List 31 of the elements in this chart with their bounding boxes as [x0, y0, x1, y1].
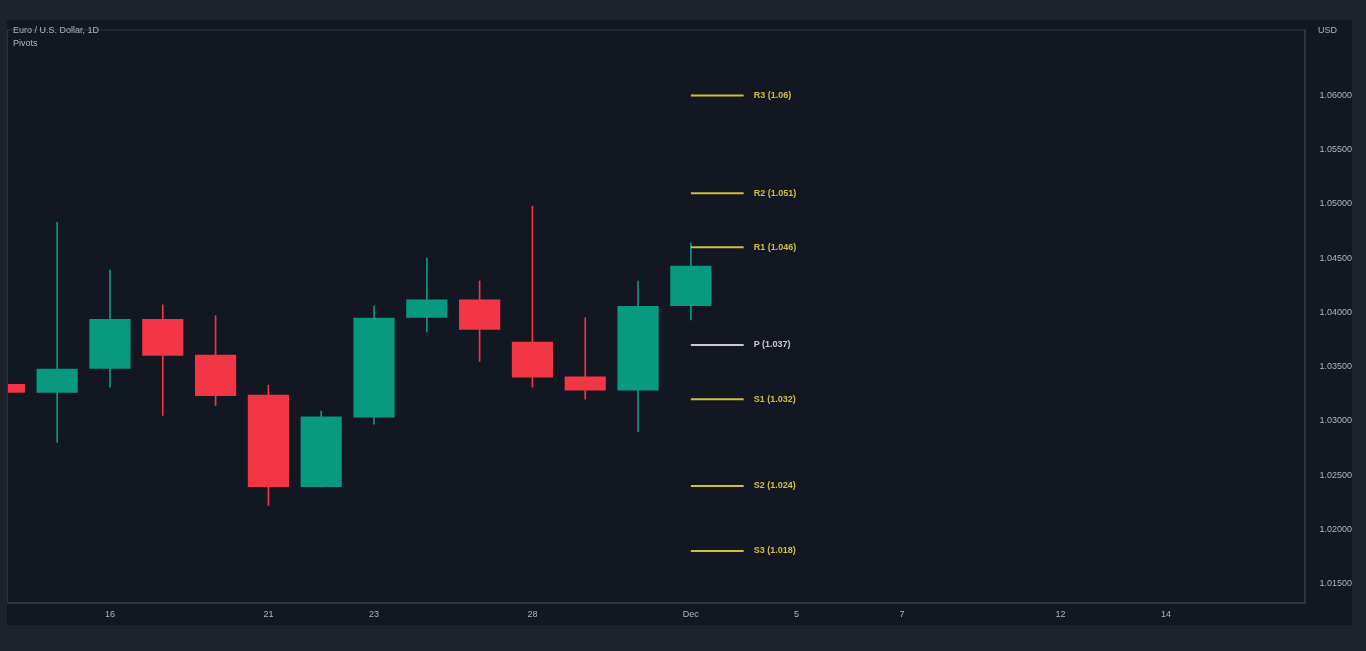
y-tick-label: 1.06000	[1319, 90, 1352, 101]
x-tick-label: 7	[899, 608, 905, 619]
ref-line-label: S2 (1.024)	[753, 480, 796, 491]
y-tick-label: 1.02000	[1319, 523, 1352, 534]
ref-line-label: S1 (1.032)	[753, 393, 796, 404]
x-tick-label: 5	[793, 608, 799, 619]
chart-title: Euro / U.S. Dollar, 1D	[13, 25, 100, 35]
x-tick-label: 14	[1161, 608, 1172, 619]
y-tick-label: 1.05500	[1319, 144, 1352, 155]
y-tick-label: 1.02500	[1319, 469, 1352, 480]
x-tick-label: 23	[369, 608, 380, 619]
y-tick-label: 1.04000	[1319, 306, 1352, 317]
x-tick-label: 28	[527, 608, 538, 619]
ref-line-label: P (1.037)	[753, 339, 791, 350]
y-axis-title: USD	[1318, 25, 1338, 35]
y-tick-label: 1.03000	[1319, 415, 1352, 426]
x-tick-label: 16	[104, 608, 115, 619]
candlestick	[564, 317, 606, 400]
y-tick-label: 1.03500	[1319, 361, 1352, 372]
y-tick-label: 1.04500	[1319, 252, 1352, 263]
x-tick-label: 12	[1055, 608, 1066, 619]
ref-line-label: R3 (1.06)	[753, 90, 792, 101]
ref-line-label: R2 (1.051)	[753, 187, 797, 198]
text: Pivots	[13, 38, 38, 48]
x-tick-label: Dec	[682, 608, 700, 619]
ref-line-label: R1 (1.046)	[753, 241, 797, 252]
candlestick	[36, 222, 78, 443]
y-tick-label: 1.05000	[1319, 198, 1352, 209]
y-tick-label: 1.01500	[1319, 577, 1352, 588]
ref-line-label: S3 (1.018)	[753, 545, 796, 556]
x-tick-label: 21	[263, 608, 274, 619]
